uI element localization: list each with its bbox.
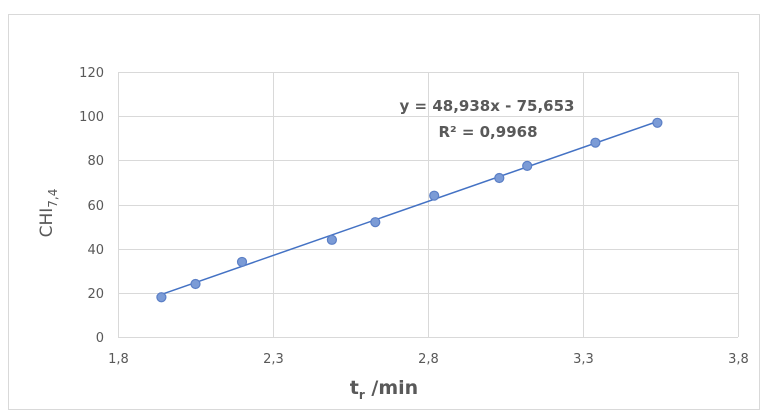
y-tick-label: 20	[87, 287, 104, 302]
y-axis-title-subscript: 7,4	[46, 189, 60, 208]
y-axis-title-main: CHI	[37, 208, 57, 238]
data-point	[371, 218, 380, 227]
x-tick-label: 3,8	[728, 352, 749, 367]
data-point	[191, 280, 200, 289]
x-axis-title-main: t	[350, 377, 359, 399]
data-point	[157, 293, 166, 302]
data-point	[591, 138, 600, 147]
data-point	[327, 235, 336, 244]
trendline-r-squared: R² = 0,9968	[438, 123, 537, 141]
data-point	[430, 191, 439, 200]
data-point	[238, 257, 247, 266]
x-tick-label: 2,8	[418, 352, 439, 367]
y-tick-label: 80	[87, 154, 104, 169]
x-axis-title-rest: /min	[365, 377, 418, 399]
y-tick-label: 40	[87, 243, 104, 258]
y-tick-label: 0	[96, 331, 104, 346]
x-tick-label: 1,8	[108, 352, 129, 367]
x-tick-label: 2,3	[263, 352, 284, 367]
data-point	[495, 174, 504, 183]
y-tick-label: 100	[79, 110, 104, 125]
y-tick-label: 60	[87, 199, 104, 214]
y-tick-label: 120	[79, 66, 104, 81]
data-point	[653, 118, 662, 127]
data-point	[523, 161, 532, 170]
x-tick-label: 3,3	[573, 352, 594, 367]
trendline-equation: y = 48,938x - 75,653	[400, 97, 575, 115]
chart-border	[9, 15, 760, 410]
